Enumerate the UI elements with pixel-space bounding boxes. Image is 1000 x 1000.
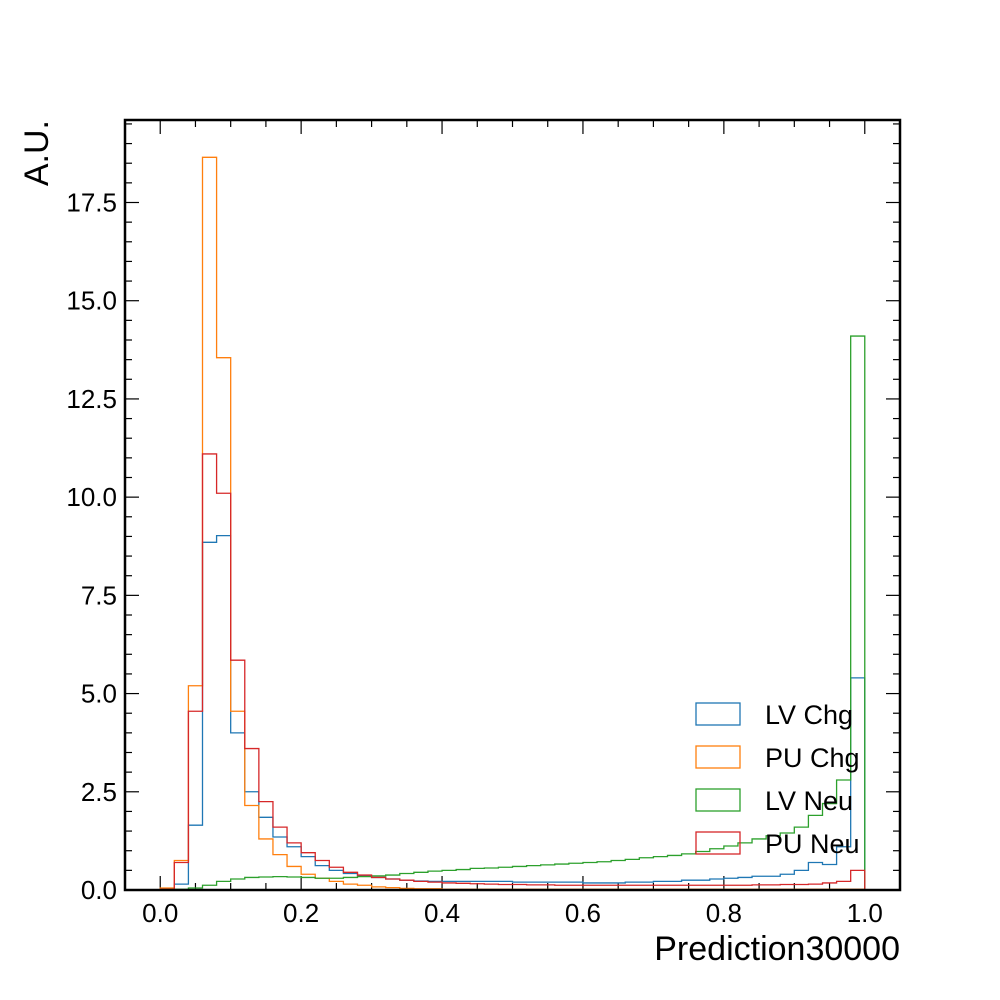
legend-swatch: [695, 702, 741, 726]
y-tick-label: 7.5: [81, 580, 117, 610]
y-axis-label: A.U.: [18, 120, 56, 186]
legend-swatch: [695, 788, 741, 812]
legend-item: LV Chg: [695, 700, 853, 730]
y-tick-label: 2.5: [81, 777, 117, 807]
x-tick-label: 0.0: [142, 898, 178, 928]
x-tick-label: 0.2: [283, 898, 319, 928]
y-tick-label: 0.0: [81, 875, 117, 905]
legend-swatch: [695, 745, 741, 769]
histogram-series-pu-neu: [159, 453, 866, 890]
legend-label: PU Chg: [765, 743, 860, 773]
x-tick-label: 0.8: [706, 898, 742, 928]
legend-item: LV Neu: [695, 786, 853, 816]
histogram-series-lv-neu: [159, 335, 866, 891]
y-tick-label: 5.0: [81, 679, 117, 709]
y-tick-label: 15.0: [66, 286, 117, 316]
histogram-step-line: [159, 453, 866, 890]
x-axis-label: Prediction30000: [654, 930, 900, 968]
legend-label: LV Chg: [765, 700, 853, 730]
legend-swatch: [695, 831, 741, 855]
y-tick-label: 10.0: [66, 482, 117, 512]
legend-item: PU Neu: [695, 829, 860, 859]
x-tick-label: 0.6: [565, 898, 601, 928]
legend-label: PU Neu: [765, 829, 860, 859]
legend-item: PU Chg: [695, 743, 860, 773]
x-tick-label: 1.0: [847, 898, 883, 928]
y-tick-label: 17.5: [66, 188, 117, 218]
tick-labels: 0.0 0.2 0.4 0.6 0.8 1.0 0.0 2.5 5.0 7.5 10.0 12.5 15…: [66, 188, 882, 929]
x-tick-label: 0.4: [424, 898, 460, 928]
histogram-step-line: [159, 335, 866, 891]
y-tick-label: 12.5: [66, 384, 117, 414]
legend: LV Chg PU Chg LV Neu PU Neu: [695, 700, 860, 859]
plot-frame: [123, 118, 902, 892]
legend-label: LV Neu: [765, 786, 853, 816]
